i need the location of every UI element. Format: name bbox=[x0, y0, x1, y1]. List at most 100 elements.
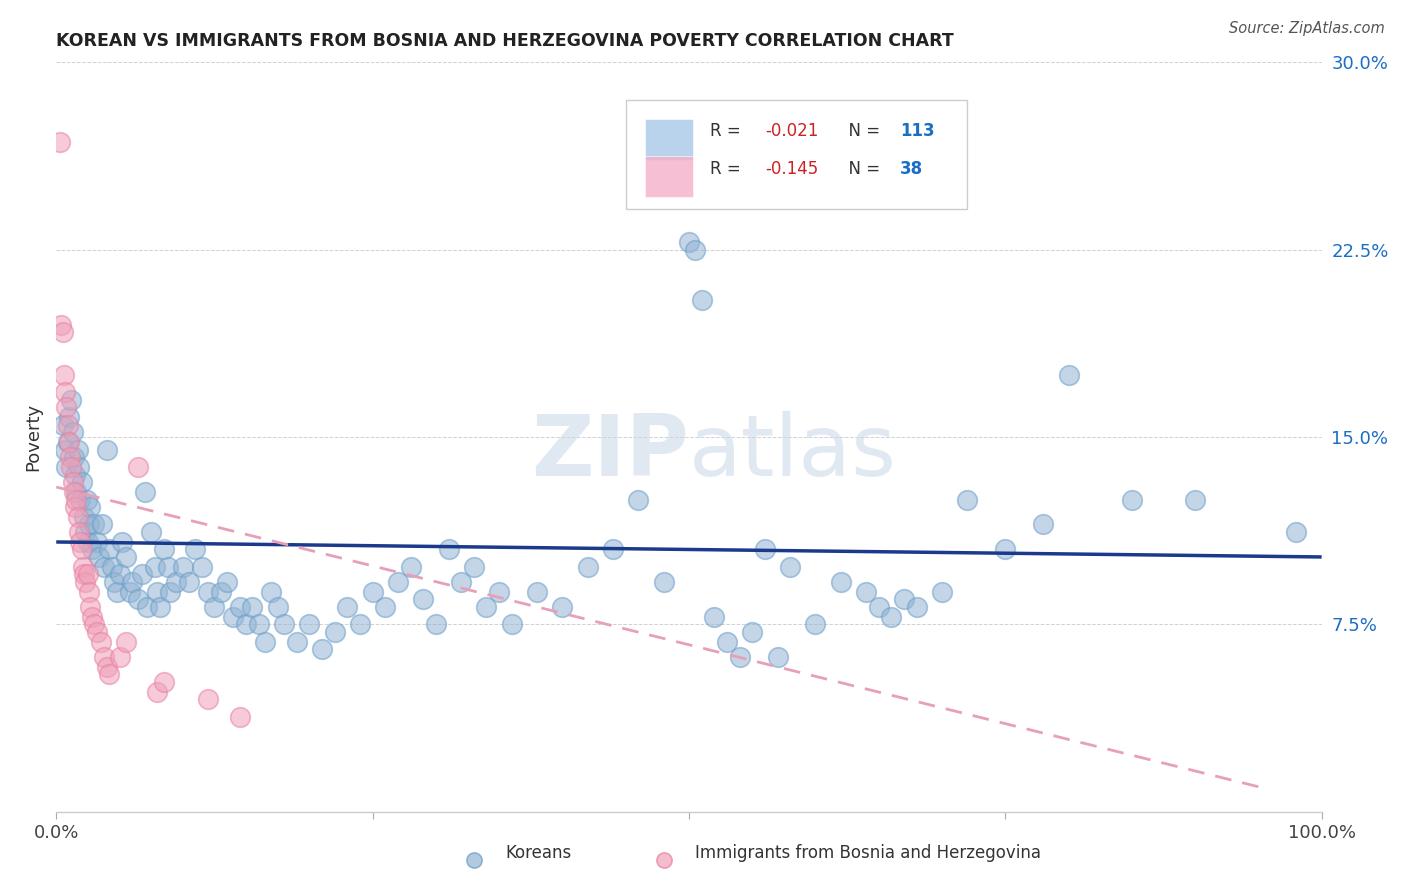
Point bbox=[58, 435, 80, 450]
Point bbox=[65, 492, 87, 507]
Point bbox=[79, 599, 101, 614]
Point bbox=[75, 574, 97, 589]
Point bbox=[754, 542, 776, 557]
Point bbox=[56, 435, 79, 450]
Point bbox=[69, 535, 91, 549]
Point bbox=[412, 592, 434, 607]
Point bbox=[266, 599, 290, 614]
Point bbox=[73, 567, 96, 582]
Point bbox=[146, 585, 169, 599]
Point bbox=[804, 617, 827, 632]
Point bbox=[285, 635, 308, 649]
Point bbox=[222, 610, 245, 624]
Point bbox=[627, 492, 650, 507]
Text: KOREAN VS IMMIGRANTS FROM BOSNIA AND HERZEGOVINA POVERTY CORRELATION CHART: KOREAN VS IMMIGRANTS FROM BOSNIA AND HER… bbox=[56, 32, 955, 50]
Point bbox=[118, 585, 141, 599]
Point bbox=[56, 417, 79, 432]
Point bbox=[93, 560, 115, 574]
Point bbox=[1057, 368, 1080, 382]
Text: -0.021: -0.021 bbox=[765, 122, 818, 140]
Text: 113: 113 bbox=[900, 122, 935, 140]
Point bbox=[103, 574, 125, 589]
Point bbox=[76, 535, 98, 549]
Point bbox=[51, 318, 73, 332]
Point bbox=[136, 599, 159, 614]
Point bbox=[576, 560, 599, 574]
Point bbox=[114, 635, 138, 649]
Point bbox=[101, 560, 124, 574]
Point bbox=[86, 624, 108, 639]
Point bbox=[488, 585, 510, 599]
Point bbox=[931, 585, 953, 599]
Text: atlas: atlas bbox=[689, 410, 897, 493]
Point bbox=[121, 574, 143, 589]
Point bbox=[880, 610, 903, 624]
Point bbox=[184, 542, 207, 557]
Point bbox=[1032, 517, 1054, 532]
Point bbox=[349, 617, 371, 632]
Point bbox=[141, 524, 162, 539]
Point bbox=[114, 549, 138, 564]
Point bbox=[153, 542, 174, 557]
Point bbox=[260, 585, 283, 599]
Point bbox=[62, 425, 84, 439]
Point bbox=[69, 492, 91, 507]
Point bbox=[96, 442, 118, 457]
Point bbox=[131, 567, 153, 582]
Point bbox=[855, 585, 877, 599]
Point bbox=[63, 485, 86, 500]
Point bbox=[311, 642, 333, 657]
Point bbox=[143, 560, 166, 574]
Point bbox=[387, 574, 409, 589]
Point bbox=[75, 524, 97, 539]
Point bbox=[66, 510, 89, 524]
Point bbox=[197, 692, 219, 706]
Point bbox=[217, 574, 239, 589]
Point bbox=[779, 560, 801, 574]
Point bbox=[956, 492, 979, 507]
Point bbox=[728, 649, 751, 664]
Point bbox=[58, 410, 80, 425]
Point bbox=[716, 635, 738, 649]
Point bbox=[678, 235, 700, 250]
Bar bbox=[644, 119, 693, 160]
Text: N =: N = bbox=[838, 160, 886, 178]
Point bbox=[298, 617, 321, 632]
Point bbox=[108, 649, 131, 664]
Point bbox=[86, 535, 108, 549]
Point bbox=[994, 542, 1017, 557]
Point bbox=[526, 585, 548, 599]
Point bbox=[105, 585, 128, 599]
Point bbox=[108, 567, 131, 582]
Point bbox=[67, 524, 90, 539]
Point bbox=[52, 417, 75, 432]
Point bbox=[60, 392, 83, 407]
Point bbox=[70, 542, 93, 557]
Point bbox=[83, 617, 105, 632]
Point bbox=[156, 560, 179, 574]
Point bbox=[62, 475, 84, 489]
Point bbox=[70, 475, 93, 489]
FancyBboxPatch shape bbox=[626, 100, 967, 209]
Point bbox=[55, 460, 77, 475]
Point bbox=[49, 136, 72, 150]
Point bbox=[690, 293, 713, 307]
Point bbox=[425, 617, 447, 632]
Point bbox=[111, 535, 134, 549]
Point bbox=[652, 574, 675, 589]
Point bbox=[72, 560, 94, 574]
Text: -0.145: -0.145 bbox=[765, 160, 818, 178]
Point bbox=[191, 560, 214, 574]
Point bbox=[361, 585, 384, 599]
Point bbox=[65, 500, 87, 514]
Point bbox=[73, 510, 96, 524]
Point bbox=[127, 592, 149, 607]
Point bbox=[67, 460, 90, 475]
Point bbox=[77, 585, 100, 599]
Point bbox=[90, 635, 111, 649]
Point bbox=[1121, 492, 1143, 507]
Bar bbox=[644, 156, 693, 197]
Point bbox=[134, 485, 156, 500]
Point bbox=[65, 485, 87, 500]
Point bbox=[602, 542, 624, 557]
